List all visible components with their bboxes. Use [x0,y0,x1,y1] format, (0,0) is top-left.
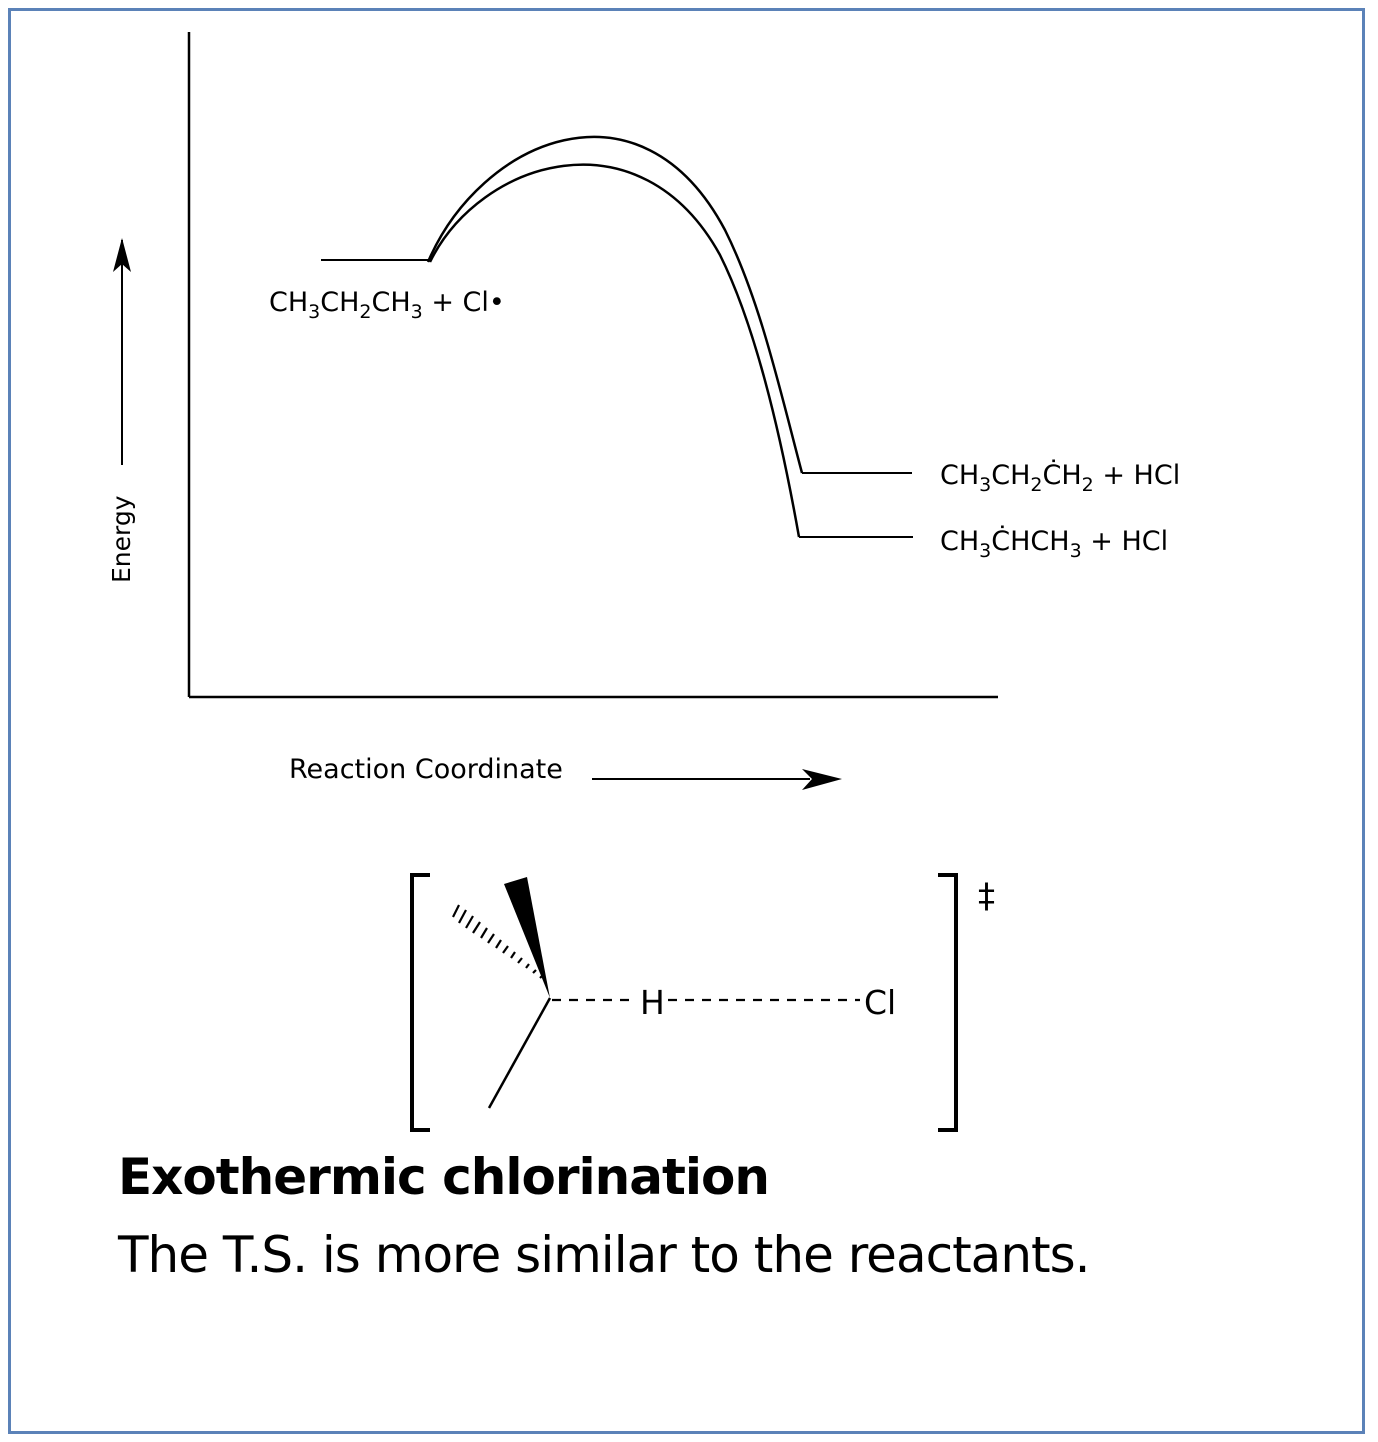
primary-radical-curve [426,135,804,474]
hashed-bond [452,904,543,979]
caption-subtitle: The T.S. is more similar to the reactant… [118,1226,1091,1284]
double-dagger-symbol: ‡ [978,876,995,916]
caption-title: Exothermic chlorination [118,1148,770,1206]
energy-axis-label: Energy [107,495,136,583]
single-bond [487,997,552,1109]
wedge-bond [504,877,550,998]
transition-state-structure: H Cl ‡ [410,873,995,1132]
reactants-label: CH3CH2CH3 + Cl• [269,287,505,323]
ts-hydrogen-label: H [640,983,665,1022]
secondary-product-label: CH3ĊHCH3 + HCl [940,525,1168,562]
secondary-radical-curve [428,163,801,538]
energy-arrowhead [113,238,131,272]
left-bracket [410,873,430,1132]
reaction-coordinate-arrowhead [802,769,842,790]
reaction-coordinate-label: Reaction Coordinate [289,754,563,785]
ts-chlorine-label: Cl [864,983,896,1022]
figure-frame [8,8,1365,1434]
right-bracket [938,873,958,1132]
primary-product-label: CH3CH2ĊH2 + HCl [940,459,1180,496]
